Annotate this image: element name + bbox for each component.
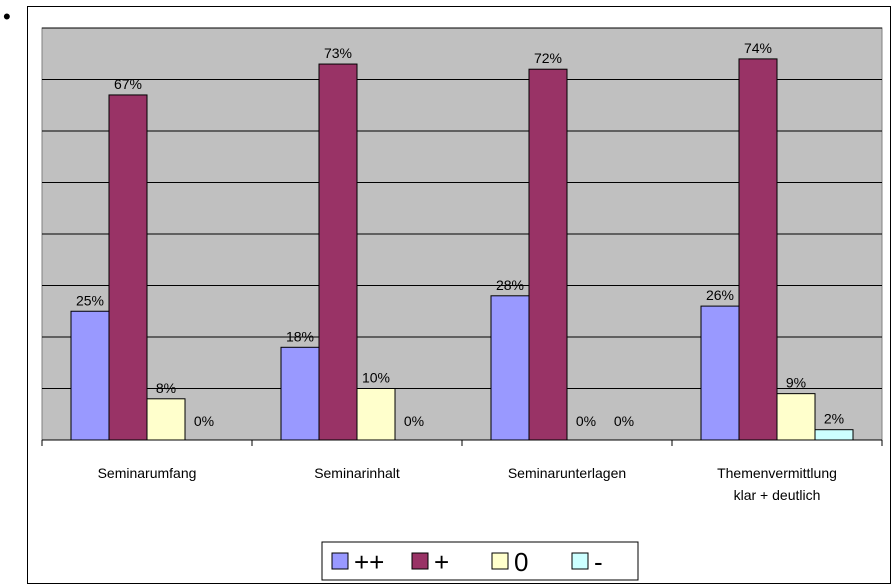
data-label: 67% — [114, 76, 142, 92]
category-label: Seminarinhalt — [314, 465, 400, 481]
list-bullet: • — [3, 4, 11, 29]
legend-swatch — [571, 552, 589, 570]
category-label: Themenvermittlung — [717, 465, 837, 481]
category-label: klar + deutlich — [734, 487, 821, 503]
legend-label: 0 — [514, 547, 528, 577]
data-label: 2% — [824, 411, 844, 427]
bar[interactable] — [814, 429, 854, 441]
category-label: Seminarumfang — [98, 465, 197, 481]
legend-label: ++ — [354, 547, 384, 577]
data-label: 18% — [286, 328, 314, 344]
bar[interactable] — [280, 346, 320, 441]
category-label: Seminarunterlagen — [508, 465, 626, 481]
bar[interactable] — [70, 310, 110, 441]
data-label: 72% — [534, 50, 562, 66]
data-label: 9% — [786, 375, 806, 391]
data-label: 25% — [76, 292, 104, 308]
bar[interactable] — [318, 63, 358, 441]
data-label: 8% — [156, 380, 176, 396]
bar[interactable] — [700, 305, 740, 441]
legend-swatch — [331, 552, 349, 570]
data-label: 74% — [744, 40, 772, 56]
data-label: 73% — [324, 45, 352, 61]
legend-label: + — [434, 547, 449, 577]
data-label: 0% — [614, 413, 634, 429]
data-label: 26% — [706, 287, 734, 303]
bar[interactable] — [490, 295, 530, 441]
bar[interactable] — [528, 68, 568, 441]
bar[interactable] — [356, 388, 396, 441]
bar[interactable] — [738, 58, 778, 441]
legend-label: - — [594, 547, 603, 577]
data-label: 0% — [404, 413, 424, 429]
legend-swatch — [491, 552, 509, 570]
data-label: 28% — [496, 277, 524, 293]
bar[interactable] — [776, 393, 816, 441]
data-label: 0% — [194, 413, 214, 429]
data-label: 10% — [362, 370, 390, 386]
bar[interactable] — [146, 398, 186, 441]
legend-swatch — [411, 552, 429, 570]
bar[interactable] — [108, 94, 148, 441]
data-label: 0% — [576, 413, 596, 429]
